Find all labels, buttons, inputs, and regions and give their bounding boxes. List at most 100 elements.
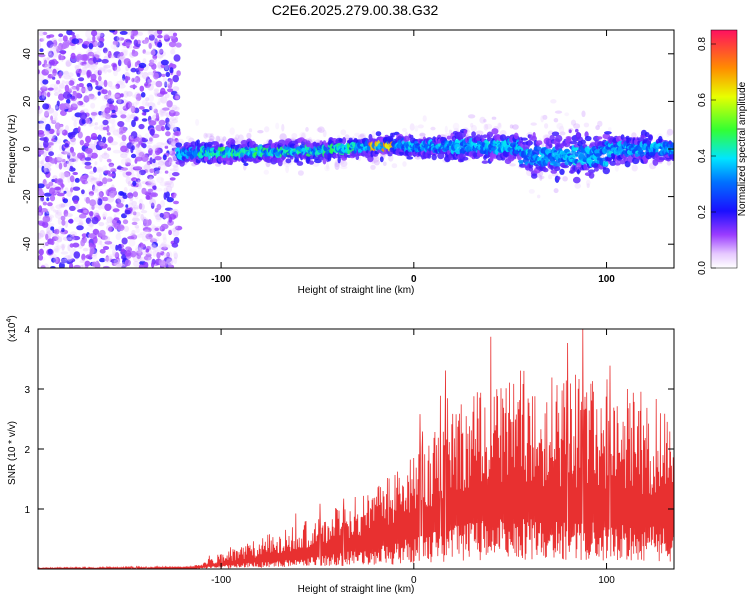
spectrogram-cell: [666, 128, 674, 136]
spectrogram-cell: [71, 38, 80, 45]
spectrogram-cell: [116, 107, 123, 115]
spectrogram-cell: [44, 62, 51, 68]
spectrogram-cell: [76, 53, 83, 61]
spectrogram-cell: [88, 121, 93, 128]
spectrogram-cell: [520, 137, 528, 141]
spectrogram-cell: [172, 164, 179, 168]
spectrogram-cell: [422, 115, 427, 122]
spectrogram-cell: [499, 134, 507, 142]
spectrogram-cell: [84, 165, 93, 170]
spectrogram-cell: [38, 187, 44, 196]
spectrogram-cell: [60, 215, 66, 221]
spectrogram-cell: [216, 136, 225, 143]
spectrogram-cell: [119, 192, 127, 196]
spectrogram-cell: [575, 128, 579, 133]
spectrogram-cell: [51, 236, 59, 242]
spectrogram-cell: [148, 148, 153, 156]
spectrogram-cell: [106, 175, 111, 183]
spectrogram-cell: [47, 87, 54, 91]
spectrogram-cell: [41, 116, 48, 121]
spectrogram-cell: [142, 49, 146, 54]
spectrogram-cell: [340, 129, 347, 136]
spectrogram-cell: [67, 72, 74, 77]
spectrogram-cell: [342, 137, 347, 145]
spectrogram-cell: [167, 121, 173, 128]
spectrogram-cell: [51, 120, 57, 124]
spectrogram-cell: [150, 224, 156, 230]
spectrogram-cell: [169, 177, 176, 181]
spectrogram-cell: [110, 43, 117, 50]
spectrogram-cell: [97, 67, 106, 72]
x-tick-label: 100: [598, 274, 615, 285]
spectrogram-cell: [133, 76, 137, 82]
spectrogram-cell: [91, 205, 95, 210]
spectrogram-cell: [66, 98, 71, 104]
spectrogram-cell: [42, 31, 48, 36]
spectrogram-cell: [56, 100, 60, 107]
spectrogram-cell: [109, 105, 116, 111]
spectrogram-cell: [167, 262, 172, 268]
spectrogram-cell: [47, 73, 54, 79]
spectrogram-cell: [119, 52, 124, 57]
spectrogram-cell: [131, 200, 137, 207]
spectrogram-cell: [88, 193, 94, 198]
spectrogram-cell: [91, 216, 99, 225]
spectrogram-cell: [57, 226, 63, 231]
spectrogram-cell: [92, 184, 96, 191]
spectrogram-cell: [74, 202, 80, 210]
spectrogram-cell: [164, 81, 168, 88]
spectrogram-cell: [48, 233, 56, 237]
colorbar-tick-label: 0.8: [697, 37, 708, 51]
spectrogram-cell: [38, 120, 44, 124]
spectrogram-cell: [38, 254, 44, 261]
spectrogram-cell: [131, 206, 136, 212]
spectrogram-cell: [38, 60, 42, 66]
spectrogram-cell: [52, 68, 57, 77]
spectrogram-cell: [55, 157, 64, 162]
spectrogram-cell: [344, 134, 350, 140]
spectrogram-cell: [147, 188, 154, 192]
spectrogram-cell: [322, 129, 327, 138]
colorbar-tick-label: 0.2: [697, 205, 708, 219]
spectrogram-cell: [159, 164, 167, 171]
spectrogram-cell: [150, 103, 157, 112]
spectrogram-cell: [110, 94, 116, 101]
spectrogram-cell: [132, 191, 138, 198]
x-tick-label: 0: [411, 575, 417, 586]
spectrogram-cell: [141, 137, 146, 143]
spectrogram-cell: [537, 194, 541, 199]
spectrogram-cell: [483, 123, 489, 131]
spectrogram-cell: [139, 165, 148, 171]
spectrogram-cell: [164, 93, 170, 99]
spectrogram-cell: [129, 250, 137, 258]
spectrogram-cell: [61, 158, 66, 163]
y-tick-label: 3: [24, 385, 30, 396]
spectrogram-cell: [158, 258, 166, 267]
spectrogram-cell: [157, 160, 165, 166]
y-tick-label: 4: [24, 325, 30, 336]
spectrogram-cell: [127, 113, 131, 121]
spectrogram-cell: [55, 204, 63, 209]
spectrogram-cell: [159, 109, 164, 118]
spectrogram-cell: [172, 134, 176, 141]
spectrogram-cell: [85, 135, 92, 144]
spectrogram-cell: [60, 251, 69, 255]
spectrogram-cell: [160, 96, 168, 104]
spectrogram-cell: [81, 86, 86, 94]
spectrogram-cell: [38, 90, 41, 97]
spectrogram-cell: [125, 102, 131, 110]
snr-ticks: -100 0 100 1 2 3 4: [24, 325, 674, 586]
spectrogram-cell: [96, 33, 101, 38]
spectrogram-cell: [139, 85, 145, 92]
spectrogram-cell: [114, 92, 122, 100]
spectrogram-cell: [470, 124, 477, 132]
spectrogram-cell: [528, 189, 535, 194]
spectrogram-cell: [444, 125, 448, 133]
spectrogram-cell: [170, 49, 176, 55]
spectrogram-cell: [71, 85, 78, 90]
spectrogram-cell: [109, 54, 116, 59]
spectrogram-cell: [42, 221, 49, 228]
spectrogram-cell: [99, 173, 103, 181]
spectrogram-cell: [66, 163, 72, 171]
spectrogram-cell: [104, 240, 113, 245]
